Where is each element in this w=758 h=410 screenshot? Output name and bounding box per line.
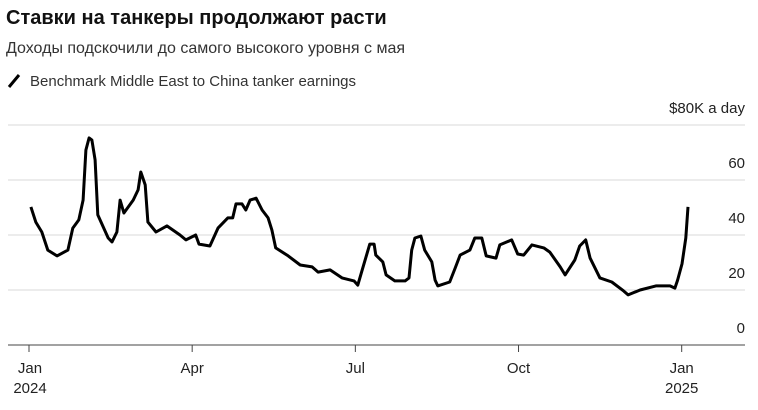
legend-label: Benchmark Middle East to China tanker ea… <box>30 73 356 90</box>
x-tick-label: Apr <box>181 360 204 377</box>
y-tick-label: 40 <box>728 210 745 227</box>
x-tick-label: Jan <box>670 360 694 377</box>
chart-subtitle: Доходы подскочили до самого высокого уро… <box>6 40 405 57</box>
chart-title: Ставки на танкеры продолжают расти <box>6 7 387 29</box>
x-tick-label: Jul <box>346 360 365 377</box>
data-line <box>29 136 690 297</box>
y-tick-label: 20 <box>728 265 745 282</box>
x-year-label: 2025 <box>665 380 698 397</box>
x-tick-label: Jan <box>18 360 42 377</box>
y-tick-label: $80K a day <box>669 100 745 117</box>
y-tick-label: 60 <box>728 155 745 172</box>
x-year-label: 2024 <box>13 380 46 397</box>
y-tick-label: 0 <box>737 320 745 337</box>
legend-icon <box>7 74 21 88</box>
x-tick-label: Oct <box>507 360 531 377</box>
